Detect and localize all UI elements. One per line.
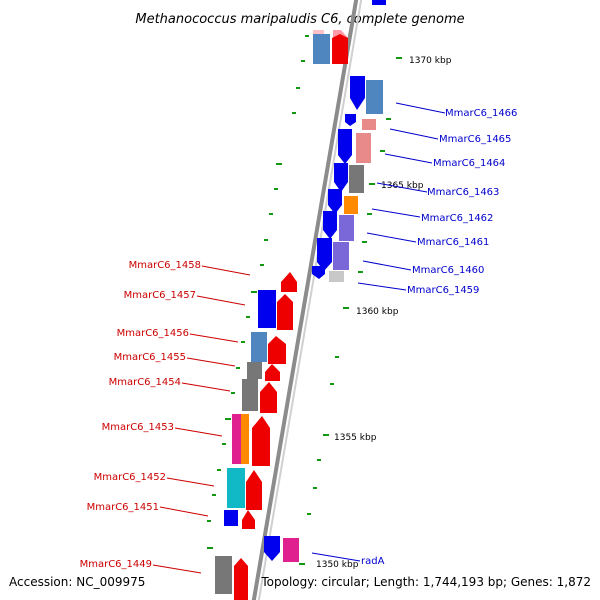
topology-text: Topology: circular; Length: 1,744,193 bp…: [260, 575, 591, 589]
scale-label-1370: 1370 kbp: [409, 56, 452, 66]
gene-MmarC6_1463[interactable]: [334, 163, 364, 193]
gene-MmarC6_1464[interactable]: [338, 129, 371, 164]
label-MmarC6_1457[interactable]: MmarC6_1457: [124, 290, 196, 301]
label-connectors-reverse: [152, 265, 251, 574]
gene-MmarC6_1465[interactable]: [345, 114, 376, 130]
label-MmarC6_1455[interactable]: MmarC6_1455: [114, 352, 186, 363]
label-MmarC6_1460[interactable]: MmarC6_1460: [412, 265, 484, 276]
gene-MmarC6_1453[interactable]: [232, 414, 270, 466]
gene-MmarC6_1461[interactable]: [323, 211, 354, 241]
label-MmarC6_1452[interactable]: MmarC6_1452: [94, 472, 166, 483]
label-MmarC6_1464[interactable]: MmarC6_1464: [433, 158, 505, 169]
gene-MmarC6_1457[interactable]: [258, 290, 293, 330]
accession-text: Accession: NC_009975: [9, 575, 145, 589]
label-MmarC6_1466[interactable]: MmarC6_1466: [445, 108, 517, 119]
scale-label-1365: 1365 kbp: [381, 181, 424, 191]
label-MmarC6_1461[interactable]: MmarC6_1461: [417, 237, 489, 248]
label-MmarC6_1459[interactable]: MmarC6_1459: [407, 285, 479, 296]
gene-MmarC6_1452[interactable]: [227, 468, 262, 510]
gene-MmarC6_1451[interactable]: [224, 510, 255, 529]
gene-MmarC6_1456[interactable]: [251, 332, 286, 364]
label-MmarC6_1463[interactable]: MmarC6_1463: [427, 187, 499, 198]
scale-ticks: [207, 35, 402, 565]
label-connectors-forward: [311, 102, 446, 562]
scale-label-1360: 1360 kbp: [356, 307, 399, 317]
label-MmarC6_1465[interactable]: MmarC6_1465: [439, 134, 511, 145]
genome-title: Methanococcus maripaludis C6, complete g…: [135, 12, 464, 27]
gene-MmarC6_1458[interactable]: [281, 272, 297, 292]
label-MmarC6_1456[interactable]: MmarC6_1456: [117, 328, 189, 339]
gene-MmarC6_1459[interactable]: [312, 266, 344, 282]
scale-label-1355: 1355 kbp: [334, 433, 377, 443]
label-radA[interactable]: radA: [361, 556, 385, 567]
gene-MmarC6_1454[interactable]: [242, 379, 277, 413]
label-MmarC6_1451[interactable]: MmarC6_1451: [87, 502, 159, 513]
scale-label-1350: 1350 kbp: [316, 560, 359, 570]
gene-MmarC6_1466[interactable]: [350, 76, 383, 114]
gene-MmarC6_1460[interactable]: [317, 238, 349, 271]
gene-radA[interactable]: [264, 536, 299, 562]
genome-backbone: [251, 0, 363, 600]
label-MmarC6_1453[interactable]: MmarC6_1453: [102, 422, 174, 433]
label-MmarC6_1449[interactable]: MmarC6_1449: [80, 559, 152, 570]
label-MmarC6_1458[interactable]: MmarC6_1458: [129, 260, 201, 271]
label-MmarC6_1454[interactable]: MmarC6_1454: [109, 377, 181, 388]
gene-MmarC6_1449[interactable]: [215, 556, 248, 600]
gene-MmarC6_1455[interactable]: [247, 362, 280, 381]
gene-top-partial: [313, 0, 386, 64]
gene-MmarC6_1462[interactable]: [328, 189, 358, 214]
label-MmarC6_1462[interactable]: MmarC6_1462: [421, 213, 493, 224]
